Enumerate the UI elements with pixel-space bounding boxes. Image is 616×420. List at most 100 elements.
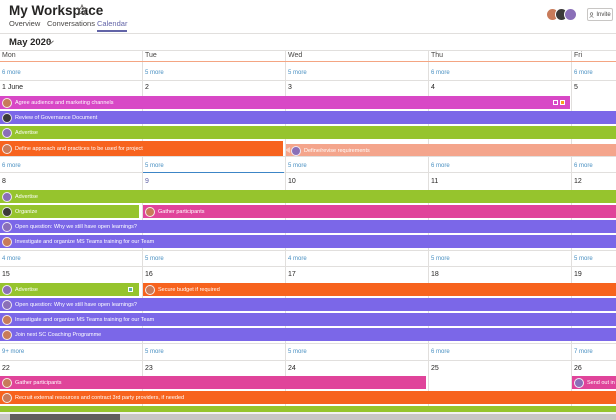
more-link[interactable]: 4 more	[288, 256, 307, 262]
date-label[interactable]: 23	[145, 365, 153, 372]
date-label[interactable]: 3	[288, 84, 292, 91]
more-link[interactable]: 6 more	[2, 163, 21, 169]
event-bar[interactable]: Open question: Why we still have open le…	[0, 298, 616, 311]
event-bar[interactable]: Gather participants	[143, 205, 616, 218]
event-title: Secure budget if required	[158, 286, 220, 293]
event-bar[interactable]: Recruit external resources and contract …	[0, 391, 616, 404]
date-label[interactable]: 4	[431, 84, 435, 91]
date-label[interactable]: 24	[288, 365, 296, 372]
event-bar[interactable]: Advertise	[0, 283, 139, 296]
event-title: Join next SC Coaching Programme	[15, 331, 102, 338]
more-link[interactable]: 5 more	[288, 163, 307, 169]
event-bar[interactable]: Send out in	[572, 376, 616, 389]
more-link[interactable]: 7 more	[574, 349, 593, 355]
status-icon	[560, 100, 565, 105]
star-outline-icon[interactable]	[76, 4, 88, 16]
invite-button[interactable]: Invite	[587, 8, 613, 21]
event-bar[interactable]: Advertise	[0, 190, 616, 203]
calendar-grid: 6 more 5 more 5 more 6 more 6 more 1 Jun…	[0, 62, 616, 420]
date-label[interactable]: 16	[145, 271, 153, 278]
date-label[interactable]: 10	[288, 178, 296, 185]
more-link[interactable]: 4 more	[2, 256, 21, 262]
more-link[interactable]: 6 more	[574, 163, 593, 169]
avatar[interactable]	[564, 8, 577, 21]
event-bar[interactable]: Secure budget if required	[143, 283, 616, 296]
event-title: Investigate and organize MS Teams traini…	[15, 316, 155, 323]
event-bar[interactable]: Investigate and organize MS Teams traini…	[0, 235, 616, 248]
event-title: Advertise	[15, 193, 38, 200]
event-bar[interactable]: Define approach and practices to be used…	[0, 141, 283, 156]
status-icon	[128, 287, 133, 292]
tab-conversations[interactable]: Conversations	[47, 19, 95, 28]
divider	[0, 250, 616, 251]
event-bar[interactable]: Advertise	[0, 126, 616, 139]
more-link[interactable]: 9+ more	[2, 349, 25, 355]
more-link[interactable]: 6 more	[574, 70, 593, 76]
date-label[interactable]: 5	[574, 84, 578, 91]
date-label[interactable]: 25	[431, 365, 439, 372]
more-link[interactable]: 5 more	[145, 70, 164, 76]
more-link[interactable]: 5 more	[574, 256, 593, 262]
divider	[0, 80, 616, 81]
avatar	[2, 377, 12, 388]
tab-overview[interactable]: Overview	[9, 19, 41, 28]
date-label[interactable]: 9	[145, 178, 149, 185]
more-link[interactable]: 5 more	[431, 256, 450, 262]
event-title: Define approach and practices to be used…	[15, 145, 143, 152]
more-link[interactable]: 5 more	[145, 349, 164, 355]
date-label[interactable]: 2	[145, 84, 149, 91]
avatar	[2, 221, 12, 232]
more-link[interactable]: 5 more	[288, 70, 307, 76]
avatar	[2, 143, 12, 154]
scrollbar-thumb[interactable]	[10, 414, 120, 420]
tab-calendar[interactable]: Calendar	[97, 19, 128, 32]
event-bar[interactable]: Organize	[0, 205, 139, 218]
more-link[interactable]: 5 more	[145, 163, 164, 169]
date-label[interactable]: 19	[574, 271, 582, 278]
more-link[interactable]: 6 more	[2, 70, 21, 76]
event-title: Organize	[15, 208, 38, 215]
avatar	[2, 329, 12, 340]
date-label[interactable]: 17	[288, 271, 296, 278]
date-label[interactable]: 12	[574, 178, 582, 185]
weekday-mon: Mon	[2, 52, 16, 59]
event-bar[interactable]: Gather participants	[0, 376, 426, 389]
divider	[285, 51, 286, 63]
avatar	[291, 145, 301, 156]
event-title: Recruit external resources and contract …	[15, 394, 185, 401]
event-title: Gather participants	[15, 379, 62, 386]
divider	[0, 33, 616, 34]
date-label[interactable]: 1 June	[2, 84, 24, 91]
event-title: Agree audience and marketing channels	[15, 99, 114, 106]
more-link[interactable]: 6 more	[431, 163, 450, 169]
divider	[0, 156, 616, 157]
event-bar[interactable]	[0, 406, 616, 412]
event-title: Open question: Why we still have open le…	[15, 223, 137, 230]
event-bar[interactable]: Review of Governance Document	[0, 111, 616, 124]
event-title: Advertise	[15, 286, 38, 293]
event-title: Open question: Why we still have open le…	[15, 301, 137, 308]
chevron-down-icon[interactable]	[47, 38, 55, 46]
more-link[interactable]: 6 more	[431, 349, 450, 355]
date-label[interactable]: 18	[431, 271, 439, 278]
date-label[interactable]: 26	[574, 365, 582, 372]
date-label[interactable]: 15	[2, 271, 10, 278]
event-bar[interactable]: Agree audience and marketing channels	[0, 96, 570, 109]
event-bar[interactable]: Define/revise requirements	[286, 144, 616, 157]
event-bar[interactable]: Join next SC Coaching Programme	[0, 328, 616, 341]
month-label[interactable]: May 2020	[9, 37, 52, 48]
invite-label: Invite	[596, 11, 611, 18]
date-label[interactable]: 8	[2, 178, 6, 185]
event-title: Investigate and organize MS Teams traini…	[15, 238, 155, 245]
more-link[interactable]: 6 more	[431, 70, 450, 76]
avatar	[2, 236, 12, 247]
date-label[interactable]: 22	[2, 365, 10, 372]
weekday-header: Mon Tue Wed Thu Fri	[0, 50, 616, 63]
more-link[interactable]: 5 more	[288, 349, 307, 355]
page-title: My Workspace	[9, 3, 104, 18]
event-bar[interactable]: Open question: Why we still have open le…	[0, 220, 616, 233]
horizontal-scrollbar[interactable]	[0, 414, 616, 420]
date-label[interactable]: 11	[431, 178, 439, 185]
more-link[interactable]: 5 more	[145, 256, 164, 262]
event-bar[interactable]: Investigate and organize MS Teams traini…	[0, 313, 616, 326]
